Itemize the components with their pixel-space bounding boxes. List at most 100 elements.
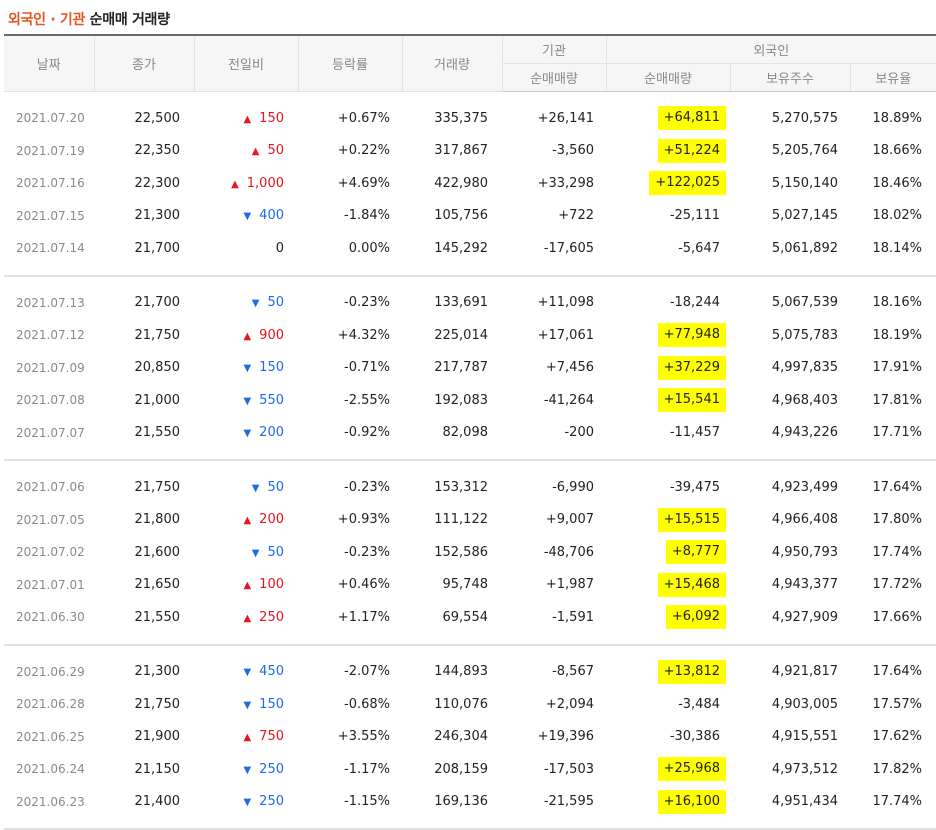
- volume-cell: 82,098: [442, 425, 489, 441]
- inst-net-cell: -3,560: [552, 143, 594, 159]
- ratio-cell: 18.66%: [872, 143, 923, 159]
- diff-cell: 0: [194, 232, 298, 265]
- hold-cell: 4,966,408: [771, 512, 838, 528]
- foreign-net-cell: -25,111: [606, 200, 730, 233]
- volume-cell: 111,122: [434, 512, 488, 528]
- hold-cell: 4,915,551: [771, 729, 838, 745]
- triangle-up-icon: ▲: [231, 178, 239, 190]
- date-cell: 2021.07.14: [16, 241, 85, 256]
- hold-cell: 5,150,140: [771, 175, 838, 191]
- diff-value: 900: [259, 327, 284, 343]
- close-cell: 21,550: [134, 609, 181, 625]
- rate-cell: +4.32%: [337, 327, 390, 343]
- diff-value: 1,000: [246, 175, 284, 191]
- inst-net-cell: -17,503: [543, 761, 594, 777]
- date-cell: 2021.07.09: [16, 360, 85, 375]
- highlighted-value: +37,229: [657, 355, 726, 380]
- highlighted-value: +6,092: [665, 605, 726, 630]
- volume-cell: 317,867: [434, 143, 488, 159]
- table-row: 2021.07.08 21,000 ▼ 550 -2.55% 192,083 -41,264…: [4, 384, 936, 417]
- hold-cell: 4,997,835: [771, 360, 838, 376]
- volume-cell: 153,312: [434, 479, 488, 495]
- inst-net-cell: +17,061: [537, 327, 594, 343]
- ratio-cell: 17.80%: [872, 512, 923, 528]
- volume-cell: 133,691: [434, 295, 488, 311]
- hold-cell: 5,270,575: [771, 110, 838, 126]
- triangle-down-icon: ▼: [243, 699, 252, 711]
- hold-cell: 4,950,793: [771, 544, 838, 560]
- ratio-cell: 18.89%: [872, 110, 923, 126]
- hold-cell: 4,973,512: [771, 761, 838, 777]
- rate-cell: +0.93%: [337, 512, 390, 528]
- ratio-cell: 18.14%: [872, 240, 923, 256]
- date-cell: 2021.07.06: [16, 480, 85, 495]
- close-cell: 21,000: [134, 392, 181, 408]
- diff-cell: ▼ 250: [194, 786, 298, 819]
- table-row: 2021.06.25 21,900 ▲ 750 +3.55% 246,304 +19,396…: [4, 721, 936, 754]
- foreign-net-cell: +15,515: [606, 504, 730, 537]
- close-cell: 21,550: [134, 425, 181, 441]
- table-row: 2021.07.06 21,750 ▼ 50 -0.23% 153,312 -6,990 -3…: [4, 471, 936, 504]
- hold-cell: 4,943,377: [771, 577, 838, 593]
- triangle-down-icon: ▼: [243, 667, 252, 679]
- rate-cell: -0.71%: [344, 360, 390, 376]
- table-row: 2021.07.15 21,300 ▼ 400 -1.84% 105,756 +722 -25…: [4, 200, 936, 233]
- foreign-net-value: -18,244: [669, 295, 720, 311]
- inst-net-cell: +19,396: [537, 729, 594, 745]
- diff-cell: ▲ 100: [194, 569, 298, 602]
- inst-net-cell: +9,007: [545, 512, 594, 528]
- table-row: 2021.06.24 21,150 ▼ 250 -1.17% 208,159 -17,503…: [4, 753, 936, 786]
- close-cell: 21,600: [134, 544, 181, 560]
- highlighted-value: +15,541: [657, 388, 726, 413]
- volume-cell: 225,014: [434, 327, 488, 343]
- rate-cell: -0.23%: [344, 479, 390, 495]
- inst-net-cell: +33,298: [537, 175, 594, 191]
- hold-cell: 4,943,226: [771, 425, 838, 441]
- table-body: 2021.07.20 22,500 ▲ 150 +0.67% 335,375 +26,141…: [4, 91, 936, 830]
- section-title: 외국인 · 기관 순매매 거래량: [0, 0, 936, 34]
- ratio-cell: 17.64%: [872, 664, 923, 680]
- hold-cell: 5,027,145: [771, 208, 838, 224]
- table-row: 2021.07.12 21,750 ▲ 900 +4.32% 225,014 +17,061…: [4, 319, 936, 352]
- ratio-cell: 17.81%: [872, 392, 923, 408]
- diff-cell: ▼ 50: [194, 287, 298, 320]
- triangle-down-icon: ▼: [251, 298, 260, 310]
- close-cell: 21,300: [134, 208, 181, 224]
- diff-cell: ▼ 150: [194, 688, 298, 721]
- ratio-cell: 18.46%: [872, 175, 923, 191]
- foreign-net-cell: +77,948: [606, 319, 730, 352]
- volume-cell: 192,083: [434, 392, 488, 408]
- inst-net-cell: -48,706: [543, 544, 594, 560]
- hold-cell: 4,923,499: [771, 479, 838, 495]
- highlighted-value: +64,811: [657, 106, 726, 131]
- diff-cell: ▲ 1,000: [194, 167, 298, 200]
- date-cell: 2021.07.02: [16, 545, 85, 560]
- title-accent: 외국인 · 기관: [8, 12, 86, 28]
- table-row: 2021.07.07 21,550 ▼ 200 -0.92% 82,098 -200 -11,…: [4, 417, 936, 450]
- highlighted-value: +13,812: [657, 659, 726, 684]
- inst-net-cell: -17,605: [543, 240, 594, 256]
- hold-cell: 5,067,539: [771, 295, 838, 311]
- diff-value: 250: [259, 794, 284, 810]
- group-separator: [4, 264, 936, 277]
- diff-cell: ▼ 200: [194, 417, 298, 450]
- inst-net-cell: +1,987: [545, 577, 594, 593]
- date-cell: 2021.07.20: [16, 111, 85, 126]
- foreign-net-cell: +122,025: [606, 167, 730, 200]
- highlighted-value: +51,224: [657, 138, 726, 163]
- rate-cell: -1.15%: [344, 794, 390, 810]
- diff-cell: ▼ 450: [194, 656, 298, 689]
- ratio-cell: 17.71%: [872, 425, 923, 441]
- close-cell: 21,750: [134, 479, 181, 495]
- rate-cell: -2.07%: [344, 664, 390, 680]
- triangle-down-icon: ▼: [243, 363, 252, 375]
- rate-cell: -0.23%: [344, 544, 390, 560]
- hold-cell: 4,968,403: [771, 392, 838, 408]
- diff-cell: ▲ 50: [194, 135, 298, 168]
- ratio-cell: 17.72%: [872, 577, 923, 593]
- date-cell: 2021.06.30: [16, 610, 85, 625]
- date-cell: 2021.07.07: [16, 425, 85, 440]
- table-row: 2021.06.23 21,400 ▼ 250 -1.15% 169,136 -21,595…: [4, 786, 936, 819]
- title-rest: 순매매 거래량: [89, 12, 170, 28]
- header-date: 날짜: [4, 35, 95, 92]
